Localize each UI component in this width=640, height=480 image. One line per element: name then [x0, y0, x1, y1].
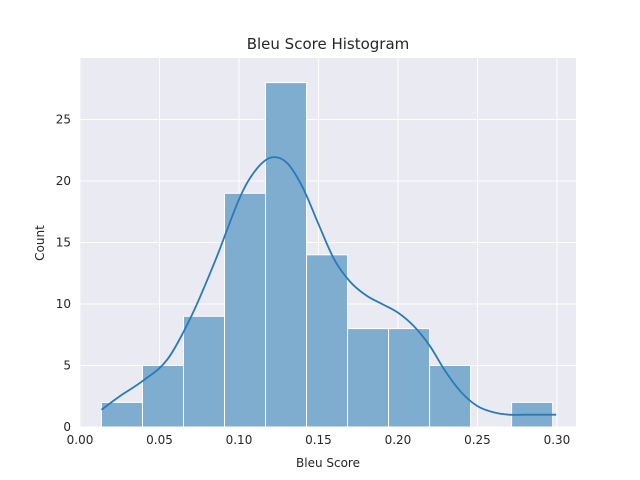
- histogram-bar-6: [347, 328, 390, 428]
- histogram-bar-5: [306, 254, 349, 428]
- histogram-bar-7: [388, 328, 431, 428]
- histogram-bar-4: [265, 82, 308, 428]
- x-tick-label-5: 0.25: [464, 433, 491, 447]
- histogram-bar-0: [100, 401, 143, 428]
- histogram-bars: [100, 82, 554, 428]
- kde-curve: [100, 156, 557, 416]
- x-tick-label-2: 0.10: [226, 433, 253, 447]
- y-axis-label: Count: [33, 225, 47, 261]
- y-tick-label-5: 25: [56, 113, 71, 127]
- y-tick-label-1: 5: [63, 359, 71, 373]
- histogram-bar-8: [429, 365, 472, 428]
- histogram-bar-3: [224, 192, 267, 428]
- y-tick-labels: 0 5 10 15 20 25: [56, 113, 71, 435]
- chart-title: Bleu Score Histogram: [247, 35, 410, 53]
- y-tick-label-4: 20: [56, 174, 71, 188]
- y-tick-label-3: 15: [56, 236, 71, 250]
- x-tick-label-6: 0.30: [544, 433, 571, 447]
- x-tick-labels: 0.00 0.05 0.10 0.15 0.20 0.25 0.30: [67, 433, 571, 447]
- y-tick-label-2: 10: [56, 297, 71, 311]
- x-tick-label-0: 0.00: [67, 433, 94, 447]
- histogram-bar-2: [182, 315, 226, 428]
- x-tick-label-3: 0.15: [305, 433, 332, 447]
- histogram-bar-1: [141, 365, 184, 428]
- x-tick-label-1: 0.05: [146, 433, 173, 447]
- x-axis-label: Bleu Score: [296, 456, 360, 470]
- x-tick-label-4: 0.20: [385, 433, 412, 447]
- y-tick-label-0: 0: [63, 420, 71, 434]
